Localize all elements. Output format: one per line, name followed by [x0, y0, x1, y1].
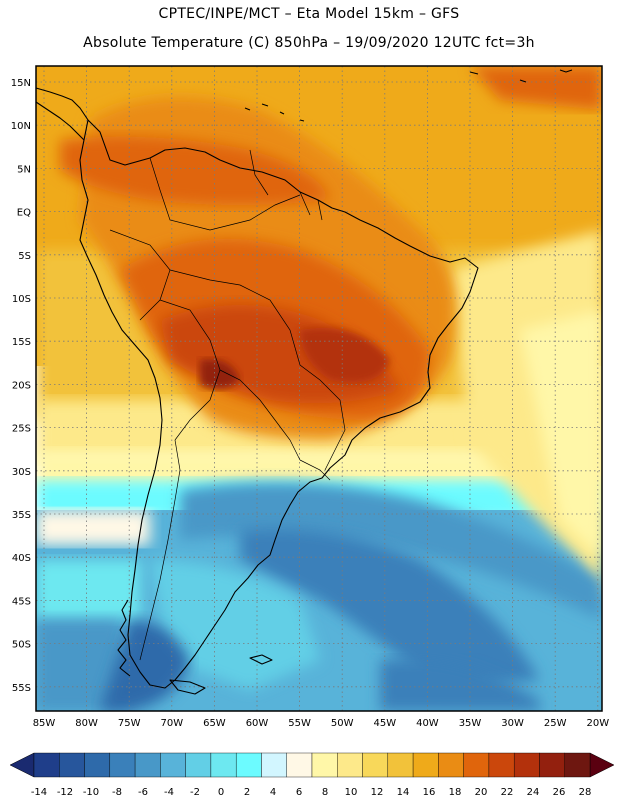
latitude-label: 5S [18, 251, 31, 262]
colorbar-swatch [185, 752, 212, 778]
colorbar-label: 2 [244, 787, 250, 798]
latitude-label: 40S [12, 553, 31, 564]
longitude-label: 55W [288, 718, 311, 729]
country-borders [109, 149, 346, 661]
colorbar-swatch [513, 752, 540, 778]
longitude-label: 65W [203, 718, 226, 729]
longitude-label: 40W [416, 718, 439, 729]
colorbar-label: 24 [527, 787, 540, 798]
colorbar-swatch [109, 752, 136, 778]
south-america-coast [79, 119, 479, 689]
colorbar-swatch [84, 752, 111, 778]
colorbar-label: 16 [423, 787, 436, 798]
colorbar-left-arrow [9, 752, 35, 778]
latitude-label: 15S [12, 337, 31, 348]
latitude-label: 30S [12, 467, 31, 478]
chart-title-line2: Absolute Temperature (C) 850hPa – 19/09/… [83, 35, 535, 51]
colorbar-swatch [235, 752, 262, 778]
falkland-islands [249, 654, 273, 665]
latitude-label: 35S [12, 510, 31, 521]
longitude-label: 60W [246, 718, 269, 729]
colorbar-swatch [438, 752, 464, 778]
longitude-label: 20W [586, 718, 609, 729]
longitude-label: 70W [160, 718, 183, 729]
latitude-label: 5N [17, 164, 31, 175]
colorbar-swatch [286, 752, 313, 778]
colorbar-label: -12 [57, 787, 73, 798]
colorbar-label: -14 [31, 787, 47, 798]
temperature-field [36, 66, 602, 711]
colorbar-label: 18 [449, 787, 462, 798]
longitude-label: 30W [501, 718, 524, 729]
chile-fjords [117, 599, 131, 677]
colorbar-label: 26 [553, 787, 566, 798]
central-america-coast [35, 87, 89, 141]
colorbar-label: -10 [83, 787, 99, 798]
latitude-labels: 15N 10N 5N EQ 5S 10S 15S 20S 25S 30S 35S 40S 45S 50S 5… [11, 78, 31, 694]
latitude-label: 10S [12, 294, 31, 305]
colorbar-swatch [59, 752, 85, 778]
longitude-labels: 85W 80W 75W 70W 65W 60W 55W 50W 45W 40W 35W 30W 25W 2… [33, 718, 610, 729]
longitude-label: 75W [118, 718, 141, 729]
colorbar-label: 8 [322, 787, 328, 798]
colorbar-label: 20 [475, 787, 488, 798]
latitude-label: 15N [11, 78, 31, 89]
colorbar-swatch [337, 752, 363, 778]
colorbar-swatch [488, 752, 515, 778]
latitude-label: 20S [12, 380, 31, 391]
colorbar-label: 0 [218, 787, 224, 798]
colorbar-label: -8 [112, 787, 122, 798]
colorbar: -14 -12 -10 -8 -6 -4 -2 0 2 4 6 8 10 12 14 16 18 20 22 24 26… [9, 752, 615, 798]
colorbar-swatch [564, 752, 591, 778]
colorbar-label: -6 [138, 787, 148, 798]
colorbar-swatch [362, 752, 389, 778]
longitude-label: 35W [459, 718, 482, 729]
longitude-label: 80W [75, 718, 98, 729]
map-frame [35, 65, 603, 712]
colorbar-label: 12 [371, 787, 384, 798]
chart-title-line1: CPTEC/INPE/MCT – Eta Model 15km – GFS [158, 6, 460, 22]
colorbar-swatch [387, 752, 414, 778]
colorbar-label: 6 [296, 787, 302, 798]
longitude-label: 50W [331, 718, 354, 729]
longitude-label: 45W [373, 718, 396, 729]
colorbar-swatch [210, 752, 237, 778]
latitude-label: 25S [12, 424, 31, 435]
latitude-label: EQ [17, 208, 31, 219]
colorbar-swatch [412, 752, 439, 778]
colorbar-swatch [463, 752, 490, 778]
latitude-label: 10N [11, 121, 31, 132]
coastlines [35, 69, 573, 695]
latitude-label: 45S [12, 596, 31, 607]
colorbar-swatch [134, 752, 161, 778]
tierra-del-fuego [169, 679, 206, 695]
colorbar-swatch [160, 752, 186, 778]
longitude-label: 25W [544, 718, 567, 729]
colorbar-label: -4 [164, 787, 174, 798]
colorbar-label: 4 [270, 787, 276, 798]
colorbar-swatch [261, 752, 287, 778]
colorbar-swatch [311, 752, 338, 778]
latitude-label: 50S [12, 640, 31, 651]
colorbar-label: 10 [345, 787, 358, 798]
caribbean-islands [244, 69, 573, 122]
colorbar-label: 22 [501, 787, 514, 798]
colorbar-right-arrow [589, 752, 615, 778]
longitude-label: 85W [33, 718, 56, 729]
colorbar-label: 28 [579, 787, 592, 798]
colorbar-swatch [33, 752, 60, 778]
colorbar-label: 14 [397, 787, 410, 798]
latitude-label: 55S [12, 683, 31, 694]
colorbar-label: -2 [190, 787, 200, 798]
colorbar-swatch [539, 752, 565, 778]
